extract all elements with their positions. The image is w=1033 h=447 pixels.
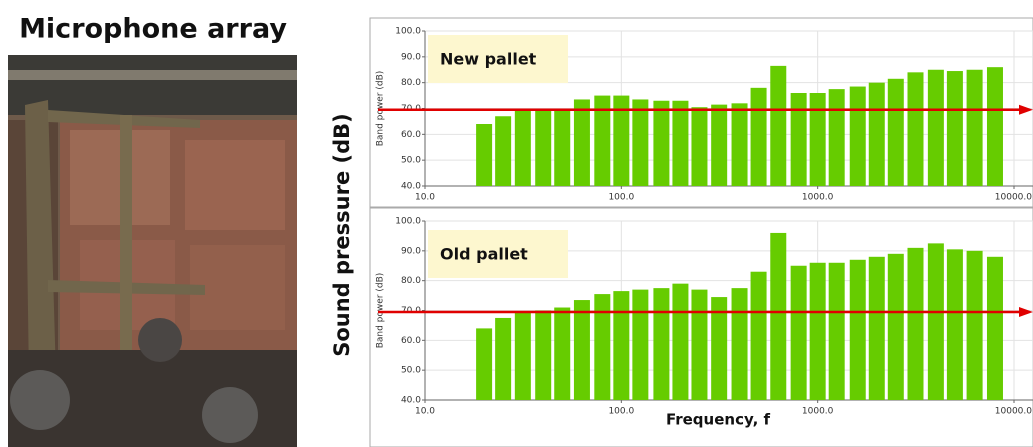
x-tick-label: 1000.0 xyxy=(802,193,834,203)
bar xyxy=(476,124,492,186)
bar xyxy=(594,294,610,400)
y-tick-label: 80.0 xyxy=(401,276,421,286)
bar xyxy=(672,284,688,400)
bar xyxy=(653,288,669,400)
y-tick-label: 100.0 xyxy=(395,27,421,37)
y-tick-label: 50.0 xyxy=(401,366,421,376)
bar xyxy=(928,70,944,186)
bar xyxy=(515,110,531,186)
bar xyxy=(711,105,727,186)
y-tick-label: 40.0 xyxy=(401,396,421,406)
bar xyxy=(829,263,845,400)
bar xyxy=(869,257,885,400)
bar xyxy=(751,272,767,400)
bar xyxy=(672,101,688,186)
x-tick-label: 10.0 xyxy=(415,407,435,417)
bar xyxy=(850,260,866,400)
photo xyxy=(8,55,297,447)
y-tick-label: 80.0 xyxy=(401,78,421,88)
bar xyxy=(632,99,648,186)
bar xyxy=(535,311,551,401)
y-tick-label: 40.0 xyxy=(401,182,421,192)
x-tick-label: 10000.0 xyxy=(995,407,1032,417)
bar xyxy=(947,249,963,400)
annotation: New pallet xyxy=(440,50,537,69)
bar xyxy=(888,79,904,186)
y-tick-label: 60.0 xyxy=(401,130,421,140)
bar xyxy=(987,257,1003,400)
bar xyxy=(691,107,707,186)
annotation: Old pallet xyxy=(440,245,528,264)
x-tick-label: 100.0 xyxy=(608,193,634,203)
y-tick-label: 50.0 xyxy=(401,156,421,166)
bar xyxy=(632,290,648,400)
photo-title: Microphone array xyxy=(19,14,287,45)
bar xyxy=(613,291,629,400)
bar xyxy=(476,328,492,400)
bar xyxy=(850,87,866,186)
y-tick-label: 90.0 xyxy=(401,52,421,62)
page: Microphone array Sound pressure (dB) 40.… xyxy=(0,0,1033,447)
bar xyxy=(908,248,924,400)
x-axis-label: Frequency, f xyxy=(666,411,771,429)
bar xyxy=(535,109,551,187)
bar xyxy=(967,70,983,186)
bar xyxy=(947,71,963,186)
bar xyxy=(810,263,826,400)
bar xyxy=(869,83,885,186)
bar xyxy=(691,290,707,400)
bar xyxy=(770,233,786,400)
bar xyxy=(888,254,904,400)
bar xyxy=(574,300,590,400)
bar xyxy=(987,67,1003,186)
bar xyxy=(495,116,511,186)
x-tick-label: 1000.0 xyxy=(802,407,834,417)
bar xyxy=(515,312,531,400)
y-tick-label: 100.0 xyxy=(395,217,421,227)
bar xyxy=(908,72,924,186)
figure: Microphone array Sound pressure (dB) 40.… xyxy=(0,0,1033,447)
bar xyxy=(770,66,786,186)
bar xyxy=(810,93,826,186)
y-axis-label: Sound pressure (dB) xyxy=(330,113,354,357)
bar xyxy=(653,101,669,186)
bar xyxy=(928,243,944,400)
bar xyxy=(732,288,748,400)
bar xyxy=(554,109,570,187)
bar xyxy=(554,308,570,400)
axis-title: Band power (dB) xyxy=(376,71,386,147)
y-tick-label: 60.0 xyxy=(401,336,421,346)
bar xyxy=(791,266,807,400)
x-tick-label: 10.0 xyxy=(415,193,435,203)
x-tick-label: 100.0 xyxy=(608,407,634,417)
x-tick-label: 10000.0 xyxy=(995,193,1032,203)
bar xyxy=(574,99,590,186)
bar xyxy=(829,89,845,186)
y-tick-label: 90.0 xyxy=(401,246,421,256)
bar xyxy=(967,251,983,400)
bar xyxy=(791,93,807,186)
axis-title: Band power (dB) xyxy=(376,273,386,349)
bar xyxy=(751,88,767,186)
bar xyxy=(495,318,511,400)
bar xyxy=(732,103,748,186)
